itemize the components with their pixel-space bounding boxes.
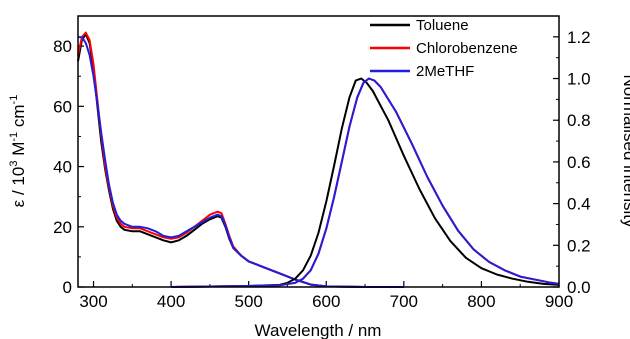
- y-left-tick-label-0: 0: [63, 278, 72, 297]
- x-tick-label-900: 900: [545, 292, 573, 311]
- legend: Toluene Chlorobenzene 2MeTHF: [370, 17, 518, 80]
- plot-frame: [77, 15, 560, 288]
- y-right-tick-label-0.4: 0.4: [567, 195, 591, 214]
- y-right-tick-label-0.8: 0.8: [567, 111, 591, 130]
- y-left-tick-label-80: 80: [53, 37, 72, 56]
- y-left-tick-label-60: 60: [53, 97, 72, 116]
- emission-line-toluene: [171, 77, 560, 288]
- x-tick-label-800: 800: [467, 292, 495, 311]
- y-left-title-exp3: -1: [8, 95, 20, 105]
- y-left-title-part3: cm: [9, 104, 28, 131]
- y-right-tick-label-0.6: 0.6: [567, 153, 591, 172]
- y-left-tick-label-40: 40: [53, 158, 72, 177]
- y-left-title-exp1: 3: [8, 161, 20, 167]
- x-tick-label-300: 300: [79, 292, 107, 311]
- y-left-title-part2: M: [9, 142, 28, 161]
- y-left-tick-label-20: 20: [53, 218, 72, 237]
- series-layer: [77, 31, 560, 288]
- y-axis-left-title: ε / 103 M-1 cm-1: [8, 95, 28, 208]
- y-axis-right-title: Normalised intensity: [620, 74, 630, 228]
- emission-line-chlorobenzene: [171, 77, 560, 288]
- absorption-line-2methf: [78, 36, 404, 288]
- legend-label-toluene: Toluene: [416, 17, 469, 34]
- emission-line-2methf: [171, 77, 560, 288]
- absorption-line-chlorobenzene: [77, 31, 404, 288]
- x-axis-title: Wavelength / nm: [255, 321, 382, 339]
- absorption-line-toluene: [77, 33, 404, 288]
- x-tick-label-700: 700: [390, 292, 418, 311]
- legend-label-chlorobenzene: Chlorobenzene: [416, 40, 518, 57]
- y-right-tick-label-0: 0.0: [567, 278, 591, 297]
- y-left-title-exp2: -1: [8, 132, 20, 142]
- y-right-tick-label-0.2: 0.2: [567, 236, 591, 255]
- y-right-tick-label-1.2: 1.2: [567, 28, 591, 47]
- legend-label-2methf: 2MeTHF: [416, 63, 474, 80]
- y-left-title-part1: ε / 10: [9, 167, 28, 208]
- x-tick-label-500: 500: [234, 292, 262, 311]
- x-tick-label-400: 400: [157, 292, 185, 311]
- labels-layer: 300 400 500 600 700 800 900 0 20 40 60 80 0.0 0.2 0.4 0…: [53, 28, 591, 311]
- x-tick-label-600: 600: [312, 292, 340, 311]
- ticks-layer: [78, 36, 560, 288]
- y-right-tick-label-1: 1.0: [567, 70, 591, 89]
